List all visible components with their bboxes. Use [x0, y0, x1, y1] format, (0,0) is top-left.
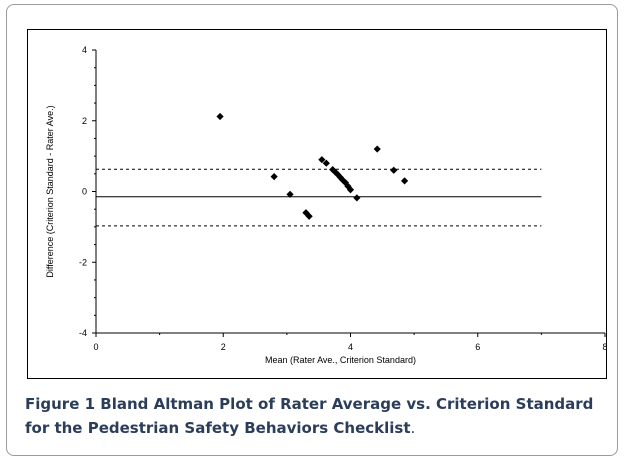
data-point	[302, 209, 310, 217]
figure-label: Figure 1	[25, 395, 96, 413]
data-point	[216, 112, 224, 121]
data-point	[341, 179, 350, 187]
data-point	[373, 145, 381, 153]
reference-lines	[96, 168, 542, 227]
y-tick-label: -2	[79, 257, 87, 267]
data-point	[400, 177, 409, 185]
y-axis-label: Difference (Criterion Standard - Rater A…	[45, 105, 55, 277]
data-point	[305, 212, 313, 220]
data-points	[216, 112, 409, 220]
x-axis-label: Mean (Rater Ave., Criterion Standard)	[265, 355, 416, 365]
x-tick-label: 8	[602, 342, 607, 352]
y-tick-label: 2	[82, 116, 87, 126]
axes: -4 -2 0 2 4 0 2 4 6 8	[79, 45, 607, 352]
data-point	[318, 156, 326, 164]
x-tick-label: 2	[221, 342, 226, 352]
bland-altman-plot: -4 -2 0 2 4 0 2 4 6 8 Mean (Rater Ave., Criterion…	[27, 29, 607, 379]
x-tick-label: 4	[348, 342, 353, 352]
data-point	[334, 170, 342, 179]
data-point	[346, 186, 355, 194]
data-point	[339, 176, 347, 184]
x-tick-label: 0	[93, 342, 98, 352]
plot-border	[27, 29, 607, 379]
data-point	[322, 159, 330, 167]
figure-caption-text: Bland Altman Plot of Rater Average vs. C…	[25, 395, 594, 437]
data-point	[353, 194, 361, 202]
caption-period: .	[410, 419, 416, 437]
figure-caption: Figure 1 Bland Altman Plot of Rater Aver…	[25, 392, 615, 440]
data-point	[390, 166, 398, 174]
figure-frame: -4 -2 0 2 4 0 2 4 6 8 Mean (Rater Ave., Criterion…	[6, 4, 618, 456]
data-point	[344, 182, 352, 190]
y-tick-label: -4	[79, 328, 87, 338]
y-tick-label: 0	[82, 187, 87, 197]
x-tick-label: 6	[475, 342, 480, 352]
y-tick-label: 4	[82, 45, 87, 55]
data-point	[286, 190, 294, 198]
